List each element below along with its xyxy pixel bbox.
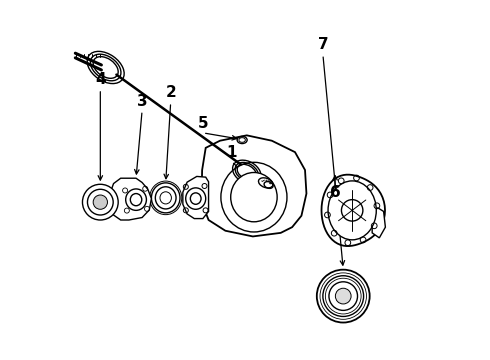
Polygon shape xyxy=(110,178,151,220)
Text: 1: 1 xyxy=(226,145,237,159)
Circle shape xyxy=(93,195,107,209)
Ellipse shape xyxy=(130,194,142,206)
Ellipse shape xyxy=(221,162,287,232)
Ellipse shape xyxy=(151,183,180,213)
Circle shape xyxy=(317,270,369,323)
Text: 6: 6 xyxy=(330,185,341,200)
Text: 5: 5 xyxy=(197,116,208,131)
Ellipse shape xyxy=(190,193,201,204)
Ellipse shape xyxy=(160,192,172,204)
Circle shape xyxy=(88,189,113,215)
Ellipse shape xyxy=(155,187,176,209)
Circle shape xyxy=(323,276,364,316)
Polygon shape xyxy=(321,175,385,246)
Circle shape xyxy=(329,282,358,310)
Text: 4: 4 xyxy=(95,72,106,87)
Ellipse shape xyxy=(126,189,147,210)
Circle shape xyxy=(82,184,118,220)
Ellipse shape xyxy=(328,181,376,240)
Text: 2: 2 xyxy=(165,85,176,100)
Circle shape xyxy=(335,288,351,304)
Ellipse shape xyxy=(231,172,277,222)
Polygon shape xyxy=(183,176,209,219)
Text: 7: 7 xyxy=(318,37,328,53)
Polygon shape xyxy=(372,208,386,238)
Ellipse shape xyxy=(186,188,206,209)
Text: 3: 3 xyxy=(137,94,147,109)
Polygon shape xyxy=(201,135,306,237)
